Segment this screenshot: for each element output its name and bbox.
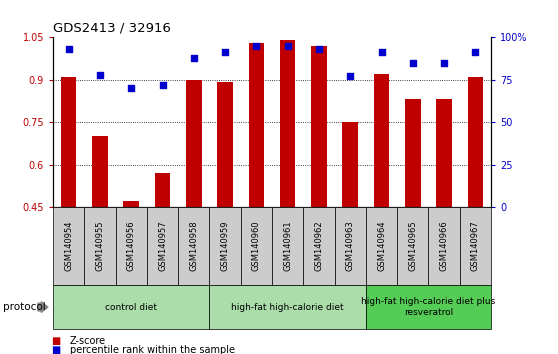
Bar [155, 173, 170, 207]
Point [346, 73, 355, 79]
Bar [92, 136, 108, 207]
Point [158, 82, 167, 87]
Text: protocol: protocol [3, 302, 46, 312]
Text: GSM140964: GSM140964 [377, 221, 386, 272]
Point [315, 46, 324, 52]
Text: percentile rank within the sample: percentile rank within the sample [70, 345, 235, 354]
Text: GSM140965: GSM140965 [408, 221, 417, 272]
Text: Z-score: Z-score [70, 336, 106, 346]
Bar [123, 201, 139, 207]
Text: GSM140957: GSM140957 [158, 221, 167, 272]
Point [189, 55, 198, 61]
Text: GSM140966: GSM140966 [440, 221, 449, 272]
Text: GSM140955: GSM140955 [95, 221, 104, 271]
Text: GSM140958: GSM140958 [189, 221, 198, 272]
Point [471, 50, 480, 55]
Point [127, 85, 136, 91]
Bar [468, 77, 483, 207]
Text: GSM140959: GSM140959 [220, 221, 229, 271]
Bar [436, 99, 452, 207]
Bar [186, 80, 201, 207]
Bar [343, 122, 358, 207]
Bar [405, 99, 421, 207]
Text: GSM140954: GSM140954 [64, 221, 73, 271]
Text: ■: ■ [51, 345, 60, 354]
Text: GSM140967: GSM140967 [471, 221, 480, 272]
Text: high-fat high-calorie diet plus
resveratrol: high-fat high-calorie diet plus resverat… [362, 297, 496, 317]
Text: GSM140963: GSM140963 [346, 221, 355, 272]
Point [408, 60, 417, 65]
Point [440, 60, 449, 65]
Point [64, 46, 73, 52]
Text: ■: ■ [51, 336, 60, 346]
Bar [374, 74, 389, 207]
Text: control diet: control diet [105, 303, 157, 312]
Text: GSM140960: GSM140960 [252, 221, 261, 272]
Point [283, 43, 292, 48]
Bar [280, 40, 296, 207]
Text: GSM140961: GSM140961 [283, 221, 292, 272]
Text: high-fat high-calorie diet: high-fat high-calorie diet [232, 303, 344, 312]
Bar [248, 43, 264, 207]
Text: GSM140962: GSM140962 [315, 221, 324, 272]
Point [377, 50, 386, 55]
Point [220, 50, 229, 55]
Bar [61, 77, 76, 207]
Point [252, 43, 261, 48]
Bar [311, 46, 327, 207]
Point [95, 72, 104, 78]
Bar [217, 82, 233, 207]
Text: GSM140956: GSM140956 [127, 221, 136, 272]
Text: GDS2413 / 32916: GDS2413 / 32916 [53, 22, 171, 35]
